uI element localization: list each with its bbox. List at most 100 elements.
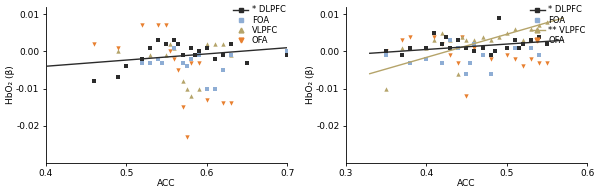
- Point: [478, 46, 487, 49]
- Point: [454, 72, 463, 75]
- Point: [218, 68, 227, 72]
- Point: [381, 54, 391, 57]
- Point: [446, 54, 455, 57]
- Point: [154, 24, 163, 27]
- Point: [226, 102, 236, 105]
- Point: [210, 87, 220, 90]
- Point: [397, 46, 407, 49]
- Point: [202, 46, 211, 49]
- Point: [514, 46, 524, 49]
- Point: [178, 54, 187, 57]
- Point: [502, 54, 511, 57]
- Point: [421, 46, 431, 49]
- Point: [170, 57, 179, 60]
- Y-axis label: HbO₂ (β): HbO₂ (β): [5, 65, 14, 104]
- Point: [454, 46, 463, 49]
- Point: [381, 87, 391, 90]
- Point: [397, 54, 407, 57]
- Point: [113, 46, 123, 49]
- Point: [458, 35, 467, 38]
- Point: [446, 39, 455, 42]
- Point: [242, 61, 252, 64]
- Point: [161, 54, 171, 57]
- Point: [430, 31, 439, 34]
- Point: [461, 94, 471, 98]
- Point: [478, 54, 487, 57]
- Point: [526, 39, 536, 42]
- Point: [454, 61, 463, 64]
- Point: [502, 31, 511, 34]
- Point: [154, 39, 163, 42]
- Point: [283, 50, 292, 53]
- X-axis label: ACC: ACC: [157, 179, 176, 188]
- Point: [454, 39, 463, 42]
- Point: [470, 42, 479, 46]
- Point: [542, 42, 552, 46]
- Point: [170, 39, 179, 42]
- Point: [397, 54, 407, 57]
- Point: [154, 57, 163, 60]
- Point: [534, 35, 544, 38]
- Point: [194, 54, 203, 57]
- Point: [137, 24, 147, 27]
- Point: [178, 61, 187, 64]
- Point: [486, 54, 496, 57]
- Point: [405, 46, 415, 49]
- Point: [166, 42, 175, 46]
- Point: [534, 54, 544, 57]
- Point: [446, 39, 455, 42]
- Point: [430, 35, 439, 38]
- Point: [210, 42, 220, 46]
- Point: [518, 39, 527, 42]
- Point: [510, 57, 520, 60]
- Point: [158, 61, 167, 64]
- Point: [190, 54, 199, 57]
- Point: [186, 94, 196, 98]
- Point: [218, 42, 227, 46]
- Point: [518, 42, 527, 46]
- Point: [381, 50, 391, 53]
- Legend: * DLPFC, FOA, VLPFC, OFA: * DLPFC, FOA, VLPFC, OFA: [233, 5, 286, 45]
- Point: [226, 42, 236, 46]
- Point: [202, 87, 211, 90]
- Point: [430, 39, 439, 42]
- Point: [446, 46, 455, 49]
- Point: [218, 54, 227, 57]
- Point: [194, 87, 203, 90]
- Point: [461, 46, 471, 49]
- Point: [186, 57, 196, 60]
- Point: [210, 57, 220, 60]
- Point: [442, 35, 451, 38]
- Point: [526, 46, 536, 49]
- Point: [182, 87, 191, 90]
- Point: [458, 35, 467, 38]
- Point: [486, 57, 496, 60]
- Point: [490, 50, 499, 53]
- Point: [202, 42, 211, 46]
- Point: [218, 102, 227, 105]
- Point: [186, 61, 196, 64]
- Point: [146, 46, 155, 49]
- Point: [526, 57, 536, 60]
- Point: [283, 54, 292, 57]
- Point: [226, 54, 236, 57]
- Point: [166, 50, 175, 53]
- Point: [437, 42, 447, 46]
- Point: [121, 65, 131, 68]
- Point: [437, 61, 447, 64]
- Point: [186, 46, 196, 49]
- Point: [437, 42, 447, 46]
- Point: [478, 35, 487, 38]
- Point: [137, 57, 147, 60]
- Point: [113, 76, 123, 79]
- Point: [161, 24, 171, 27]
- Legend: * DLPFC, FOA, ** VLPFC, OFA: * DLPFC, FOA, ** VLPFC, OFA: [530, 5, 586, 45]
- Point: [542, 42, 552, 46]
- Point: [161, 42, 171, 46]
- Point: [470, 46, 479, 49]
- X-axis label: ACC: ACC: [457, 179, 476, 188]
- Point: [161, 42, 171, 46]
- Point: [178, 106, 187, 109]
- Point: [534, 24, 544, 27]
- Point: [194, 50, 203, 53]
